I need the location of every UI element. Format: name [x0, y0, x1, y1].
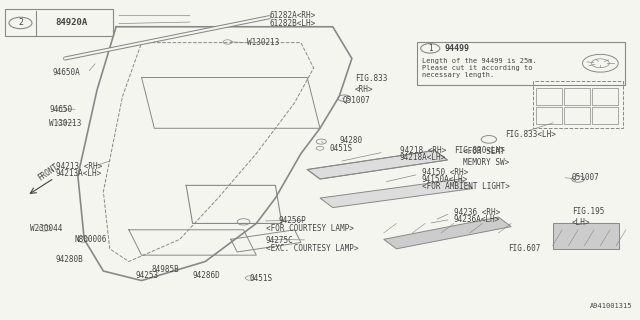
- Text: 94236A<LH>: 94236A<LH>: [454, 215, 500, 224]
- Text: FIG.833
<RH>: FIG.833 <RH>: [355, 74, 387, 93]
- Text: 61282A<RH>: 61282A<RH>: [269, 11, 316, 20]
- Text: Length of the 94499 is 25m.
Please cut it according to
necessary length.: Length of the 94499 is 25m. Please cut i…: [422, 58, 537, 78]
- Polygon shape: [384, 217, 511, 249]
- Text: 94213 <RH>: 94213 <RH>: [56, 162, 102, 171]
- Text: 0451S: 0451S: [330, 144, 353, 153]
- Text: 94218A<LH>: 94218A<LH>: [399, 153, 446, 162]
- Text: FIG.830<LH>: FIG.830<LH>: [454, 146, 505, 155]
- Text: W130213: W130213: [246, 38, 279, 47]
- Text: 94256P: 94256P: [278, 216, 307, 225]
- Text: FIG.607: FIG.607: [508, 244, 540, 253]
- Text: <FOR AMBIENT LIGHT>: <FOR AMBIENT LIGHT>: [422, 182, 510, 191]
- Text: N800006: N800006: [75, 235, 107, 244]
- Text: 94253: 94253: [135, 271, 158, 280]
- Text: 94218 <RH>: 94218 <RH>: [399, 146, 446, 155]
- Text: 94150A<LH>: 94150A<LH>: [422, 175, 468, 184]
- Text: 94236 <RH>: 94236 <RH>: [454, 208, 500, 217]
- Text: 2: 2: [18, 19, 23, 28]
- Text: FIG.195
<LH>: FIG.195 <LH>: [572, 207, 604, 227]
- Text: A941001315: A941001315: [589, 303, 632, 309]
- Polygon shape: [320, 179, 473, 208]
- Text: FIG.833<LH>: FIG.833<LH>: [505, 130, 556, 139]
- Text: <FOR COURTESY LAMP>: <FOR COURTESY LAMP>: [266, 224, 354, 233]
- Polygon shape: [307, 150, 447, 179]
- Text: 1: 1: [428, 44, 433, 53]
- Text: FRONT: FRONT: [36, 162, 60, 183]
- Text: 94650A: 94650A: [52, 68, 80, 77]
- Text: 94275C: 94275C: [266, 236, 294, 245]
- Text: 84985B: 84985B: [151, 265, 179, 274]
- Text: W230044: W230044: [30, 224, 63, 233]
- Text: 84920A: 84920A: [55, 19, 88, 28]
- Text: <FOR SEAT
MEMORY SW>: <FOR SEAT MEMORY SW>: [463, 147, 509, 166]
- Text: 94280B: 94280B: [56, 255, 83, 264]
- Text: 0451S: 0451S: [250, 275, 273, 284]
- Text: Q51007: Q51007: [572, 173, 600, 182]
- Text: 94286D: 94286D: [193, 271, 220, 280]
- Polygon shape: [552, 223, 620, 249]
- Text: 94280: 94280: [339, 136, 362, 146]
- Text: W130213: W130213: [49, 119, 81, 128]
- Text: 61282B<LH>: 61282B<LH>: [269, 19, 316, 28]
- Text: <EXC. COURTESY LAMP>: <EXC. COURTESY LAMP>: [266, 244, 358, 253]
- Text: 94213A<LH>: 94213A<LH>: [56, 169, 102, 178]
- Text: 94650: 94650: [49, 105, 72, 114]
- Text: 94499: 94499: [444, 44, 469, 53]
- Text: Q51007: Q51007: [342, 96, 370, 105]
- Text: 94150 <RH>: 94150 <RH>: [422, 168, 468, 177]
